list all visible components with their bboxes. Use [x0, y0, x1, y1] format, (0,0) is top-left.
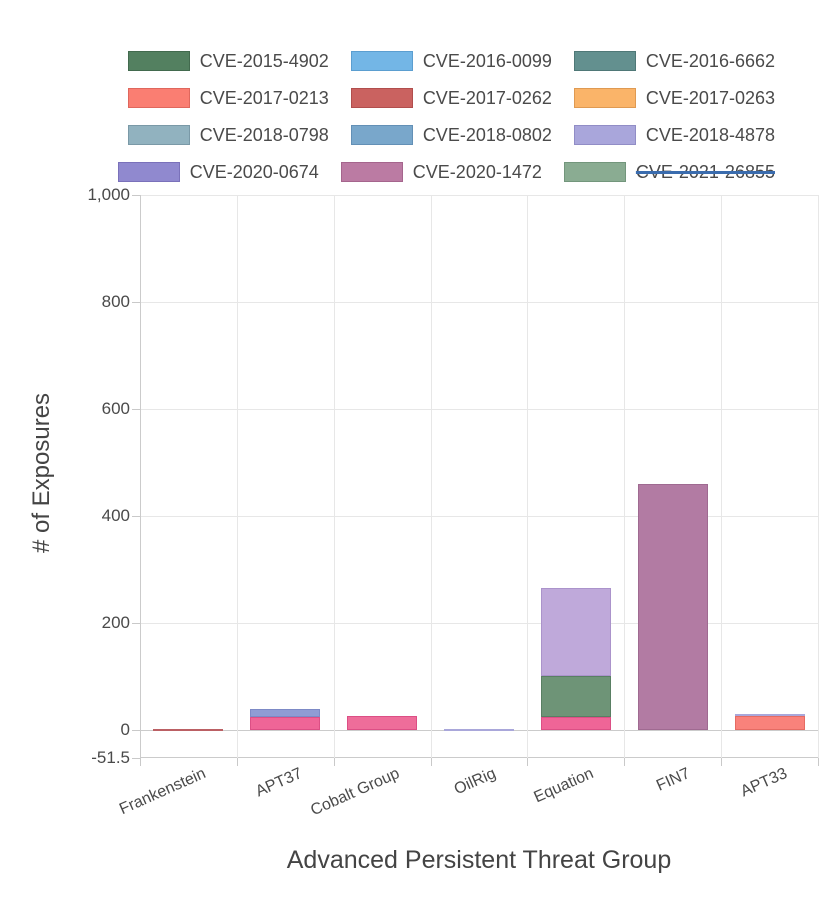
y-tick-label: 200 [101, 613, 130, 632]
y-tick [132, 409, 140, 410]
y-tick [132, 195, 140, 196]
legend-item-label: CVE-2016-0099 [422, 51, 552, 71]
legend-color-swatch [117, 162, 180, 182]
x-tick-label-apt37: APT37 [253, 765, 306, 801]
legend-item-cve-2017-0213[interactable]: CVE-2017-0213 [127, 88, 329, 108]
y-axis-title: # of Exposures [28, 392, 55, 554]
y-tick-label: 0 [120, 720, 130, 739]
legend-item-cve-2016-6662[interactable]: CVE-2016-6662 [573, 51, 775, 71]
legend-item-cve-2015-4902[interactable]: CVE-2015-4902 [127, 51, 329, 71]
h-gridline [140, 409, 818, 410]
legend-item-cve-2018-0798[interactable]: CVE-2018-0798 [127, 125, 329, 145]
v-gridline [334, 195, 335, 758]
x-tick-label-equation: Equation [531, 765, 596, 807]
legend-item-cve-2016-0099[interactable]: CVE-2016-0099 [350, 51, 552, 71]
h-gridline [140, 516, 818, 517]
legend-color-swatch [127, 51, 190, 71]
legend-item-label: CVE-2016-6662 [645, 51, 775, 71]
legend-row: CVE-2020-0674 CVE-2020-1472 CVE-2021-26855 [117, 162, 775, 182]
h-gridline [140, 302, 818, 303]
bar-segment-cobalt-group-cve-2017-0213 [347, 716, 418, 730]
y-tick [132, 623, 140, 624]
v-gridline [237, 195, 238, 758]
legend-item-cve-2020-0674[interactable]: CVE-2020-0674 [117, 162, 319, 182]
bar-segment-oilrig-cve-2018-4878 [444, 728, 514, 731]
bar-segment-apt33-cve-2018-4878 [734, 713, 805, 717]
x-tick [818, 758, 819, 766]
x-tick [431, 758, 432, 766]
legend-item-label: CVE-2021-26855 [635, 162, 775, 182]
legend-item-cve-2018-0802[interactable]: CVE-2018-0802 [350, 125, 552, 145]
legend-item-cve-2017-0262[interactable]: CVE-2017-0262 [350, 88, 552, 108]
legend-item-label: CVE-2017-0263 [645, 88, 775, 108]
x-tick [334, 758, 335, 766]
legend-item-label: CVE-2018-0802 [422, 125, 552, 145]
bar-segment-apt37-cve-2017-0213 [250, 717, 321, 730]
x-tick [140, 758, 141, 766]
legend-item-label: CVE-2020-1472 [412, 162, 542, 182]
legend-item-label: CVE-2017-0262 [422, 88, 552, 108]
legend-color-swatch [127, 88, 190, 108]
legend-item-cve-2021-26855[interactable]: CVE-2021-26855 [563, 162, 775, 182]
legend-color-swatch [573, 51, 636, 71]
y-tick [132, 757, 140, 759]
v-gridline [624, 195, 625, 758]
bar-segment-fin7-cve-2020-1472 [637, 483, 708, 730]
x-tick-label-apt33: APT33 [737, 765, 790, 801]
v-gridline [818, 195, 819, 758]
y-tick [132, 302, 140, 303]
bar-segment-equation-cve-2015-4902 [540, 675, 611, 718]
x-tick-label-fin7: FIN7 [654, 765, 693, 795]
legend-color-swatch [127, 125, 190, 145]
legend-color-swatch [350, 88, 413, 108]
y-tick [132, 730, 140, 731]
y-tick-label: 800 [101, 292, 130, 311]
v-gridline [527, 195, 528, 758]
legend-item-label: CVE-2018-4878 [645, 125, 775, 145]
legend-item-label: CVE-2018-0798 [199, 125, 329, 145]
x-tick [624, 758, 625, 766]
x-axis-title: Advanced Persistent Threat Group [286, 846, 672, 874]
x-tick-label-cobalt-group: Cobalt Group [308, 765, 403, 820]
y-tick-label: 1,000 [87, 185, 130, 204]
x-tick [237, 758, 238, 766]
bar-segment-apt37-cve-2018-0802 [250, 708, 321, 718]
legend-item-cve-2018-4878[interactable]: CVE-2018-4878 [573, 125, 775, 145]
legend-color-swatch [573, 125, 636, 145]
legend-item-cve-2017-0263[interactable]: CVE-2017-0263 [573, 88, 775, 108]
x-tick-label-oilrig: OilRig [452, 765, 499, 799]
legend-color-swatch [573, 88, 636, 108]
x-tick-label-frankenstein: Frankenstein [116, 765, 209, 819]
y-tick-label: 600 [101, 399, 130, 418]
x-axis-line [140, 757, 818, 758]
h-gridline [140, 623, 818, 624]
bar-segment-frankenstein-cve-2017-0262 [153, 728, 224, 731]
legend-row: CVE-2018-0798 CVE-2018-0802 CVE-2018-4878 [127, 125, 775, 145]
x-tick [527, 758, 528, 766]
legend-item-label: CVE-2017-0213 [199, 88, 329, 108]
plot-area [140, 195, 819, 758]
legend-row: CVE-2015-4902 CVE-2016-0099 CVE-2016-6662 [127, 51, 775, 71]
bar-segment-apt33-cve-2017-0213 [734, 716, 805, 730]
legend-color-swatch [340, 162, 403, 182]
y-tick-label: -51.5 [91, 747, 130, 767]
legend-row: CVE-2017-0213 CVE-2017-0262 CVE-2017-0263 [127, 88, 775, 108]
x-tick [721, 758, 722, 766]
legend: CVE-2015-4902 CVE-2016-0099 CVE-2016-6662 C… [0, 51, 775, 182]
bar-segment-equation-cve-2017-0213 [540, 717, 611, 730]
y-tick-label: 400 [101, 506, 130, 525]
legend-color-swatch [350, 51, 413, 71]
legend-color-swatch [350, 125, 413, 145]
legend-item-label: CVE-2020-0674 [189, 162, 319, 182]
v-gridline [721, 195, 722, 758]
y-tick [132, 516, 140, 517]
y-axis-line [140, 195, 141, 758]
legend-item-cve-2020-1472[interactable]: CVE-2020-1472 [340, 162, 542, 182]
legend-color-swatch [563, 162, 626, 182]
legend-item-label: CVE-2015-4902 [199, 51, 329, 71]
h-gridline [140, 195, 818, 196]
bar-segment-equation-cve-2018-4878 [540, 588, 611, 676]
v-gridline [431, 195, 432, 758]
